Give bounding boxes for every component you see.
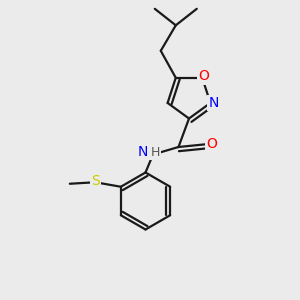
Text: H: H [151, 146, 160, 159]
Text: O: O [198, 69, 209, 83]
Text: S: S [91, 174, 100, 188]
Text: N: N [137, 145, 148, 159]
Text: O: O [207, 137, 218, 151]
Text: N: N [209, 96, 219, 110]
